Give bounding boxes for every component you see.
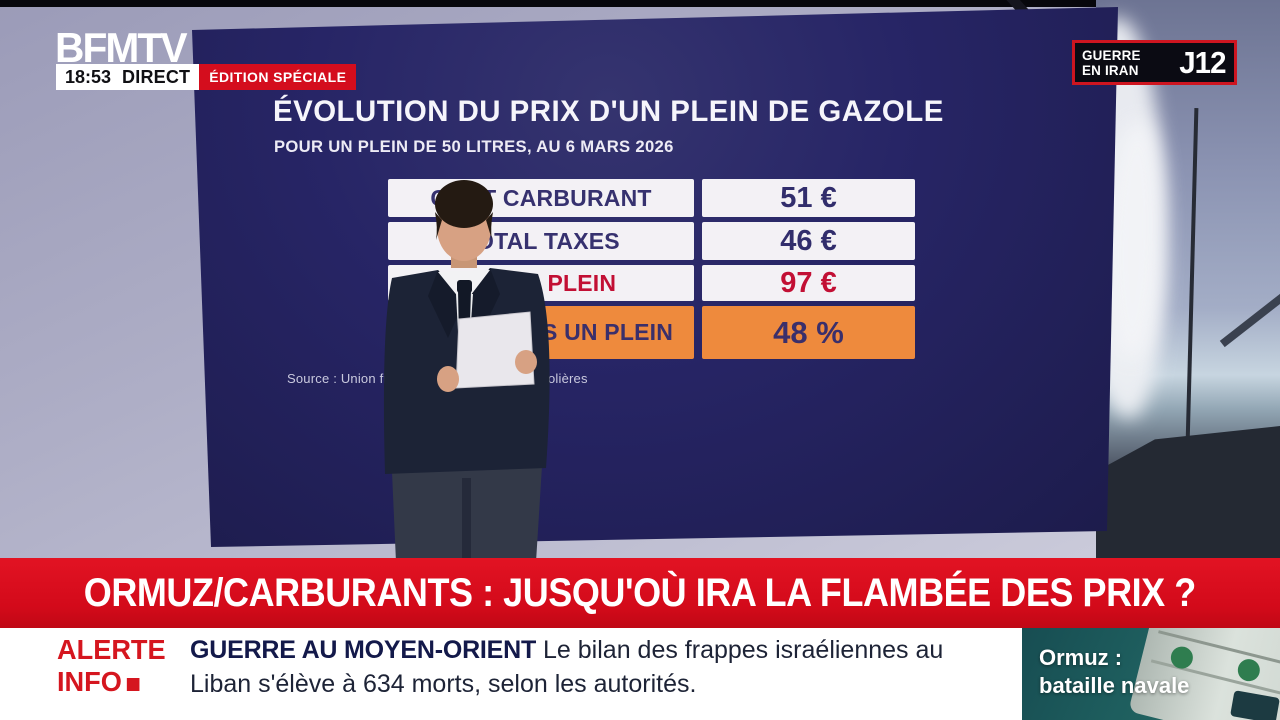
alert-info-label: ALERTE INFO	[57, 634, 166, 698]
presenter-figure	[383, 180, 550, 562]
alert-square-icon	[126, 678, 140, 691]
war-badge-line1: GUERRE	[1082, 46, 1141, 63]
clock-bar: 18:53 DIRECT ÉDITION SPÉCIALE	[56, 64, 357, 90]
next-story-title: Ormuz : bataille navale	[1039, 644, 1189, 700]
war-badge-line2: EN IRAN	[1082, 61, 1139, 78]
live-badge: DIRECT	[122, 66, 191, 87]
next-story-tile: Ormuz : bataille navale	[1022, 628, 1280, 720]
infographic-title: ÉVOLUTION DU PRIX D'UN PLEIN DE GAZOLE	[273, 95, 944, 128]
channel-logo: BFMTV	[55, 24, 188, 71]
alert-line2: INFO	[57, 666, 166, 698]
war-iran-badge: GUERRE EN IRAN J12	[1072, 40, 1237, 85]
table-row: TOTAL TAXES 46 €	[388, 222, 915, 260]
ticker-text: GUERRE AU MOYEN-ORIENT Le bilan des frap…	[190, 633, 1014, 701]
headline-banner: ORMUZ/CARBURANTS : JUSQU'OÙ IRA LA FLAMB…	[0, 558, 1280, 628]
ticker-line1: Le bilan des frappes israéliennes au	[536, 636, 944, 664]
news-ticker-bar: ALERTE INFO GUERRE AU MOYEN-ORIENT Le bi…	[0, 628, 1280, 720]
row-value: 97 €	[702, 265, 915, 301]
headline-banner-text: ORMUZ/CARBURANTS : JUSQU'OÙ IRA LA FLAMB…	[83, 570, 1197, 615]
clock-time: 18:53	[65, 66, 112, 87]
infographic-subtitle: POUR UN PLEIN DE 50 LITRES, AU 6 MARS 20…	[274, 137, 674, 156]
war-badge-label: GUERRE EN IRAN	[1082, 46, 1141, 78]
next-story-line2: bataille navale	[1039, 673, 1190, 698]
next-story-line1: Ormuz :	[1039, 645, 1123, 670]
special-edition-badge: ÉDITION SPÉCIALE	[199, 64, 357, 90]
tanker-helipad	[1235, 656, 1263, 684]
ticker-topic: GUERRE AU MOYEN-ORIENT	[190, 636, 537, 664]
ship-gun-barrel	[1219, 292, 1280, 348]
ship-mast	[1185, 108, 1199, 444]
alert-line2-text: INFO	[57, 666, 122, 697]
row-value: 51 €	[702, 179, 915, 217]
clock-box: 18:53 DIRECT	[56, 64, 200, 90]
ship-hull	[1096, 426, 1280, 560]
top-black-strip	[0, 0, 1280, 7]
alert-line1: ALERTE	[57, 634, 166, 665]
row-value: 48 %	[702, 306, 915, 359]
row-value: 46 €	[702, 222, 915, 260]
war-badge-day-count: J12	[1179, 44, 1226, 80]
ticker-line2: Liban s'élève à 634 morts, selon les aut…	[190, 670, 697, 698]
